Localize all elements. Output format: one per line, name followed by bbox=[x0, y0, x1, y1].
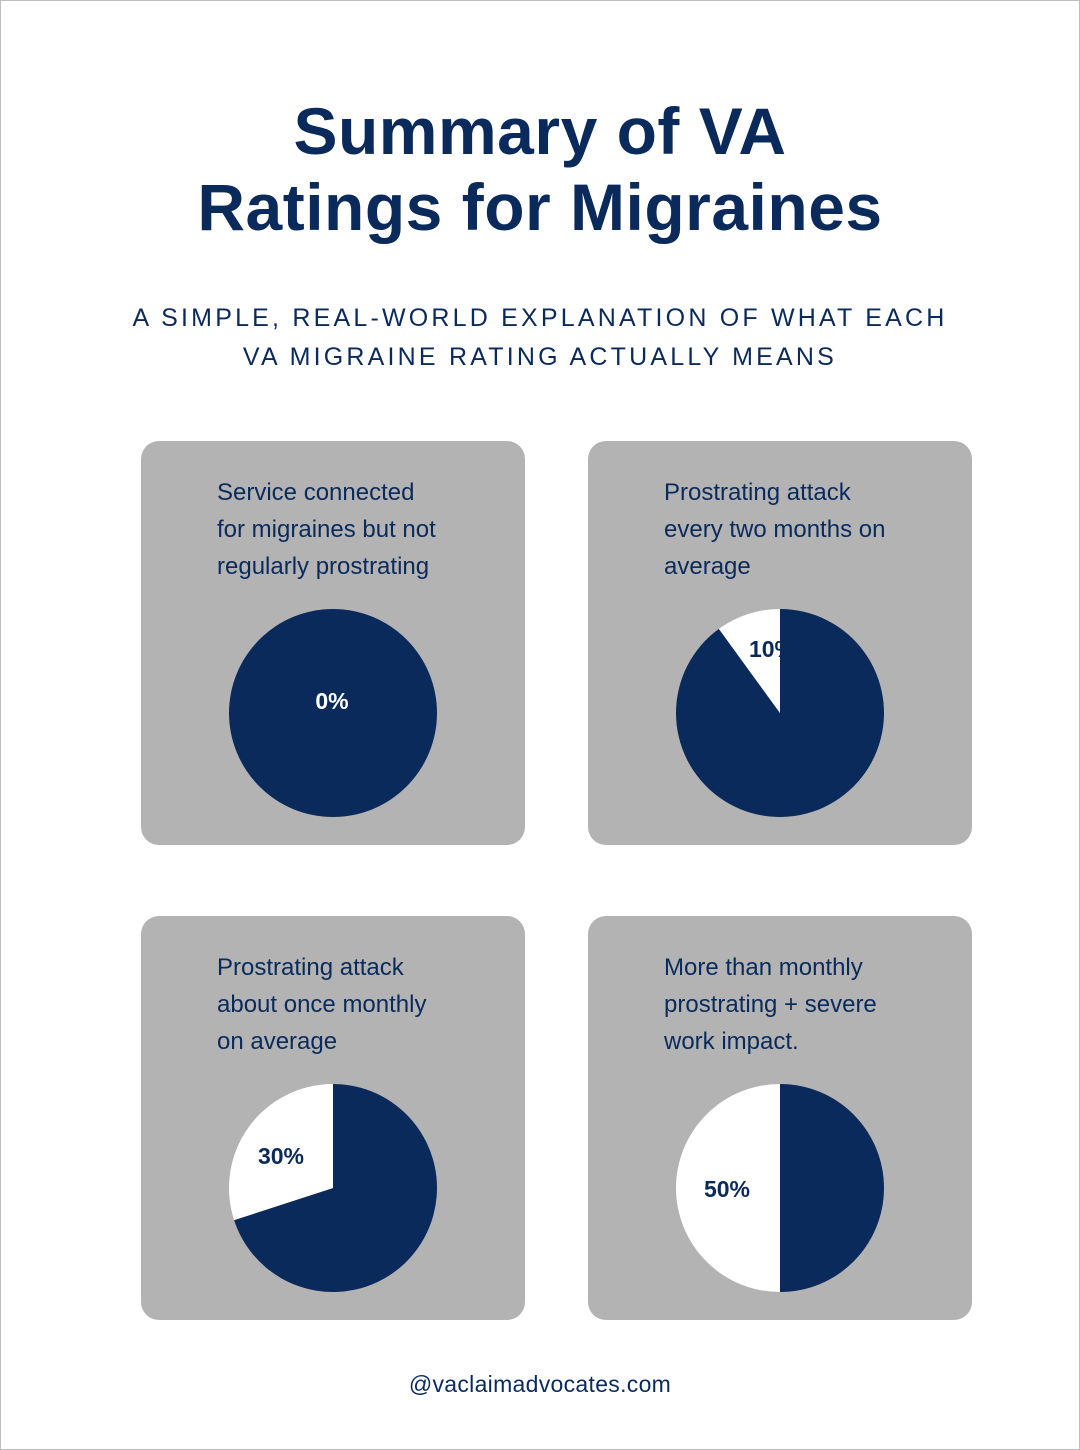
card-description-line: Prostrating attack bbox=[664, 479, 851, 506]
card-description: Prostrating attack about once monthly on… bbox=[217, 949, 507, 1060]
pie-svg: 0% bbox=[229, 609, 437, 817]
pie-slice-remainder bbox=[229, 609, 437, 817]
pie-chart: 30% bbox=[227, 1082, 439, 1294]
card-description-line: on average bbox=[217, 1028, 338, 1055]
card-description-line: More than monthly bbox=[664, 954, 863, 981]
card-description-line: every two months on bbox=[664, 516, 886, 543]
card-description-line: prostrating + severe bbox=[664, 991, 877, 1018]
pie-chart: 50% bbox=[674, 1082, 886, 1294]
pie-percentage-label: 0% bbox=[315, 688, 348, 714]
pie-slice-remainder bbox=[780, 1084, 884, 1292]
card-description: Prostrating attack every two months on a… bbox=[664, 474, 954, 585]
pie-chart: 0% bbox=[227, 607, 439, 819]
card-description: More than monthly prostrating + severe w… bbox=[664, 949, 954, 1060]
card-description-line: for migraines but not bbox=[217, 516, 436, 543]
footer-handle: @vaclaimadvocates.com bbox=[408, 1371, 672, 1397]
rating-card-0: Service connected for migraines but not … bbox=[141, 441, 525, 845]
pie-svg: 50% bbox=[676, 1084, 884, 1292]
pie-slice-rating bbox=[718, 609, 780, 713]
pie-svg: 30% bbox=[228, 1084, 437, 1292]
pie-slice-rating bbox=[676, 1084, 780, 1292]
page-title: Summary of VA Ratings for Migraines bbox=[1, 93, 1079, 245]
pie-chart: 10% bbox=[674, 607, 886, 819]
rating-card-10: Prostrating attack every two months on a… bbox=[588, 441, 972, 845]
pie-percentage-label: 10% bbox=[749, 636, 795, 662]
card-description-line: Service connected bbox=[217, 479, 415, 506]
pie-percentage-label: 30% bbox=[258, 1143, 304, 1169]
page-subtitle: A SIMPLE, REAL-WORLD EXPLANATION OF WHAT… bbox=[1, 299, 1079, 377]
rating-card-50: More than monthly prostrating + severe w… bbox=[588, 916, 972, 1320]
title-line-1: Summary of VA bbox=[293, 94, 787, 168]
title-line-2: Ratings for Migraines bbox=[197, 170, 883, 244]
card-description: Service connected for migraines but not … bbox=[217, 474, 507, 585]
card-description-line: about once monthly bbox=[217, 991, 427, 1018]
pie-slice-rating bbox=[228, 1084, 333, 1221]
pie-svg: 10% bbox=[676, 609, 884, 817]
subtitle-line-1: A SIMPLE, REAL-WORLD EXPLANATION OF WHAT… bbox=[132, 304, 948, 332]
card-description-line: Prostrating attack bbox=[217, 954, 404, 981]
subtitle-line-2: VA MIGRAINE RATING ACTUALLY MEANS bbox=[242, 343, 838, 371]
card-description-line: average bbox=[664, 553, 751, 580]
card-description-line: regularly prostrating bbox=[217, 553, 430, 580]
pie-slice-remainder bbox=[234, 1084, 437, 1292]
rating-card-30: Prostrating attack about once monthly on… bbox=[141, 916, 525, 1320]
card-description-line: work impact. bbox=[664, 1028, 799, 1055]
pie-percentage-label: 50% bbox=[704, 1176, 750, 1202]
